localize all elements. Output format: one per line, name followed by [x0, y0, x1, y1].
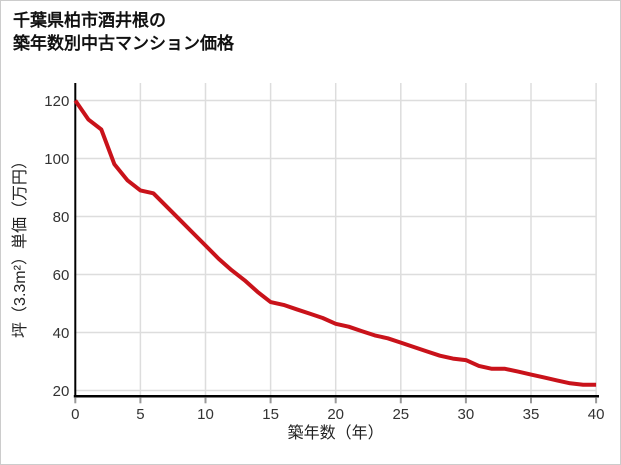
x-axis-title: 築年数（年） [288, 424, 384, 442]
y-tick-label: 60 [53, 267, 70, 284]
x-tick-label: 15 [262, 406, 279, 423]
x-tick-label: 25 [392, 406, 409, 423]
x-tick-label: 5 [136, 406, 144, 423]
y-tick-label: 120 [44, 93, 69, 110]
price-line [73, 99, 597, 387]
x-tick-label: 10 [197, 406, 214, 423]
y-axis-title: 坪（3.3m²）単価（万円） [11, 153, 29, 338]
y-tick-label: 80 [53, 209, 70, 226]
chart-title-line-2: 築年数別中古マンション価格 [13, 34, 234, 53]
x-tick-label: 30 [458, 406, 475, 423]
x-tick-label: 20 [327, 406, 344, 423]
y-tick-label: 100 [44, 151, 69, 168]
x-tick-label: 35 [523, 406, 540, 423]
x-tick-label: 0 [71, 406, 79, 423]
x-tick-label: 40 [588, 406, 605, 423]
chart-title-line-1: 千葉県柏市酒井根の [13, 11, 166, 30]
y-tick-label: 40 [53, 325, 70, 342]
y-tick-label: 20 [53, 383, 70, 400]
chart-title: 千葉県柏市酒井根の築年数別中古マンション価格 [13, 9, 234, 55]
